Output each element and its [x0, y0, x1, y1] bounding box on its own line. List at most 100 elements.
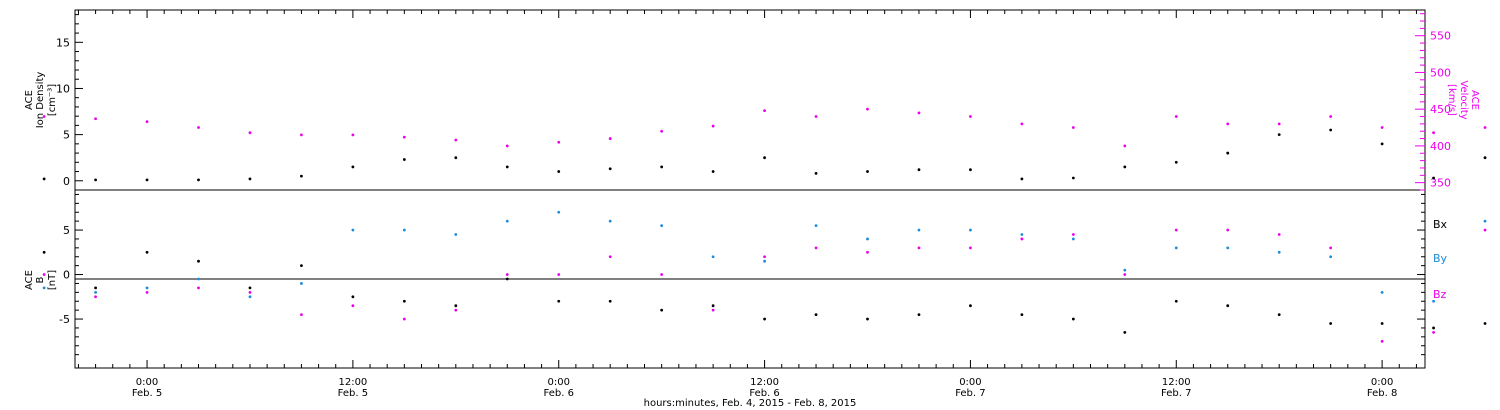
velocity-point [402, 135, 406, 139]
velocity-point [711, 124, 715, 128]
bz-point [1432, 331, 1435, 334]
top-panel-frame [74, 9, 1426, 191]
by-point [866, 237, 869, 241]
top-left-ylabel-line2: Ion Density [35, 72, 46, 129]
legend-bx: Bx [1433, 218, 1448, 231]
top-left-ylabel-line1: ACE [24, 90, 35, 110]
bx-point [711, 304, 715, 308]
bottom-left-ylabel-line2: B [35, 276, 46, 283]
velocity-point [969, 115, 972, 118]
bz-point [1174, 228, 1178, 232]
ion-density-point [197, 178, 200, 182]
ion-density-point [969, 168, 972, 172]
velocity-point [866, 107, 869, 111]
bz-point [814, 246, 818, 250]
bx-point [969, 304, 972, 308]
bz-point [94, 295, 97, 299]
ion-density-point [1071, 176, 1075, 180]
by-point [1226, 246, 1230, 250]
bz-point [454, 308, 458, 312]
by-point [505, 219, 509, 223]
x-tick-time-5: 12:00 [1162, 377, 1191, 388]
bz-point [1277, 233, 1281, 236]
velocity-point [454, 138, 458, 142]
bx-point [1123, 331, 1127, 334]
by-point [1123, 268, 1127, 272]
top-right-ytick-1: 400 [1430, 140, 1451, 153]
x-tick-date-5: Feb. 7 [1161, 388, 1191, 399]
top-left-ytick-0: 0 [63, 175, 70, 188]
velocity-point [197, 126, 200, 129]
bz-point [557, 273, 561, 276]
by-point [402, 228, 406, 232]
data-layer [42, 107, 1487, 343]
by-point [351, 228, 355, 232]
top-right-ylabel-line1: ACE [1469, 90, 1480, 110]
ion-density-point [402, 158, 406, 161]
bz-point [197, 286, 200, 290]
bx-point [351, 295, 355, 299]
bz-point [402, 317, 406, 321]
ion-density-point [1329, 128, 1333, 132]
bz-point [608, 255, 612, 259]
ion-density-point [763, 156, 766, 160]
ion-density-point [1174, 160, 1178, 164]
legend-by: By [1433, 252, 1448, 265]
bx-point [1174, 299, 1178, 303]
by-point [814, 224, 818, 228]
ion-density-point [660, 165, 664, 169]
bz-point [969, 246, 972, 250]
x-tick-time-3: 12:00 [750, 377, 779, 388]
by-point [197, 277, 200, 281]
velocity-point [1380, 126, 1384, 129]
top-right-ylabel-line3: [km/s] [1446, 84, 1457, 116]
by-point [608, 219, 612, 223]
bx-point [197, 259, 200, 263]
velocity-point [1329, 115, 1333, 118]
velocity-point [351, 133, 355, 137]
velocity-point [814, 115, 818, 118]
by-point [1071, 237, 1075, 241]
bz-point [1226, 228, 1230, 232]
bz-point [248, 290, 252, 294]
x-tick-time-1: 12:00 [338, 377, 367, 388]
velocity-point [1226, 122, 1230, 126]
bz-point [917, 246, 921, 250]
velocity-point [505, 144, 509, 148]
ion-density-point [505, 165, 509, 169]
velocity-point [608, 137, 612, 140]
top-left-ytick-1: 5 [63, 129, 70, 142]
x-tick-date-6: Feb. 8 [1367, 388, 1397, 399]
ion-density-point [917, 168, 921, 172]
ion-density-point [1020, 177, 1024, 181]
velocity-point [248, 131, 252, 135]
ion-density-point [608, 167, 612, 171]
by-point [969, 228, 972, 232]
bz-point [1329, 246, 1333, 250]
x-tick-date-4: Feb. 7 [955, 388, 985, 399]
ion-density-point [1380, 142, 1384, 146]
ion-density-point [711, 170, 715, 173]
bx-point [866, 317, 869, 321]
bz-point [711, 308, 715, 312]
x-tick-date-3: Feb. 6 [749, 388, 779, 399]
by-point [1380, 290, 1384, 294]
top-left-ytick-3: 15 [56, 36, 70, 49]
x-tick-time-2: 0:00 [548, 377, 570, 388]
by-point [1483, 219, 1487, 223]
bx-point [763, 317, 766, 321]
velocity-point [1123, 144, 1127, 148]
bx-point [557, 299, 561, 303]
velocity-point [763, 109, 766, 113]
by-point [248, 295, 252, 299]
legend-bz: Bz [1433, 288, 1447, 301]
by-point [660, 224, 664, 228]
bz-point [1483, 228, 1487, 232]
bx-point [505, 277, 509, 281]
bz-point [1123, 273, 1127, 276]
bottom-left-ylabel-line1: ACE [24, 270, 35, 290]
x-tick-date-1: Feb. 5 [338, 388, 368, 399]
bottom-ytick-2: -5 [59, 313, 70, 326]
velocity-point [1483, 126, 1487, 129]
